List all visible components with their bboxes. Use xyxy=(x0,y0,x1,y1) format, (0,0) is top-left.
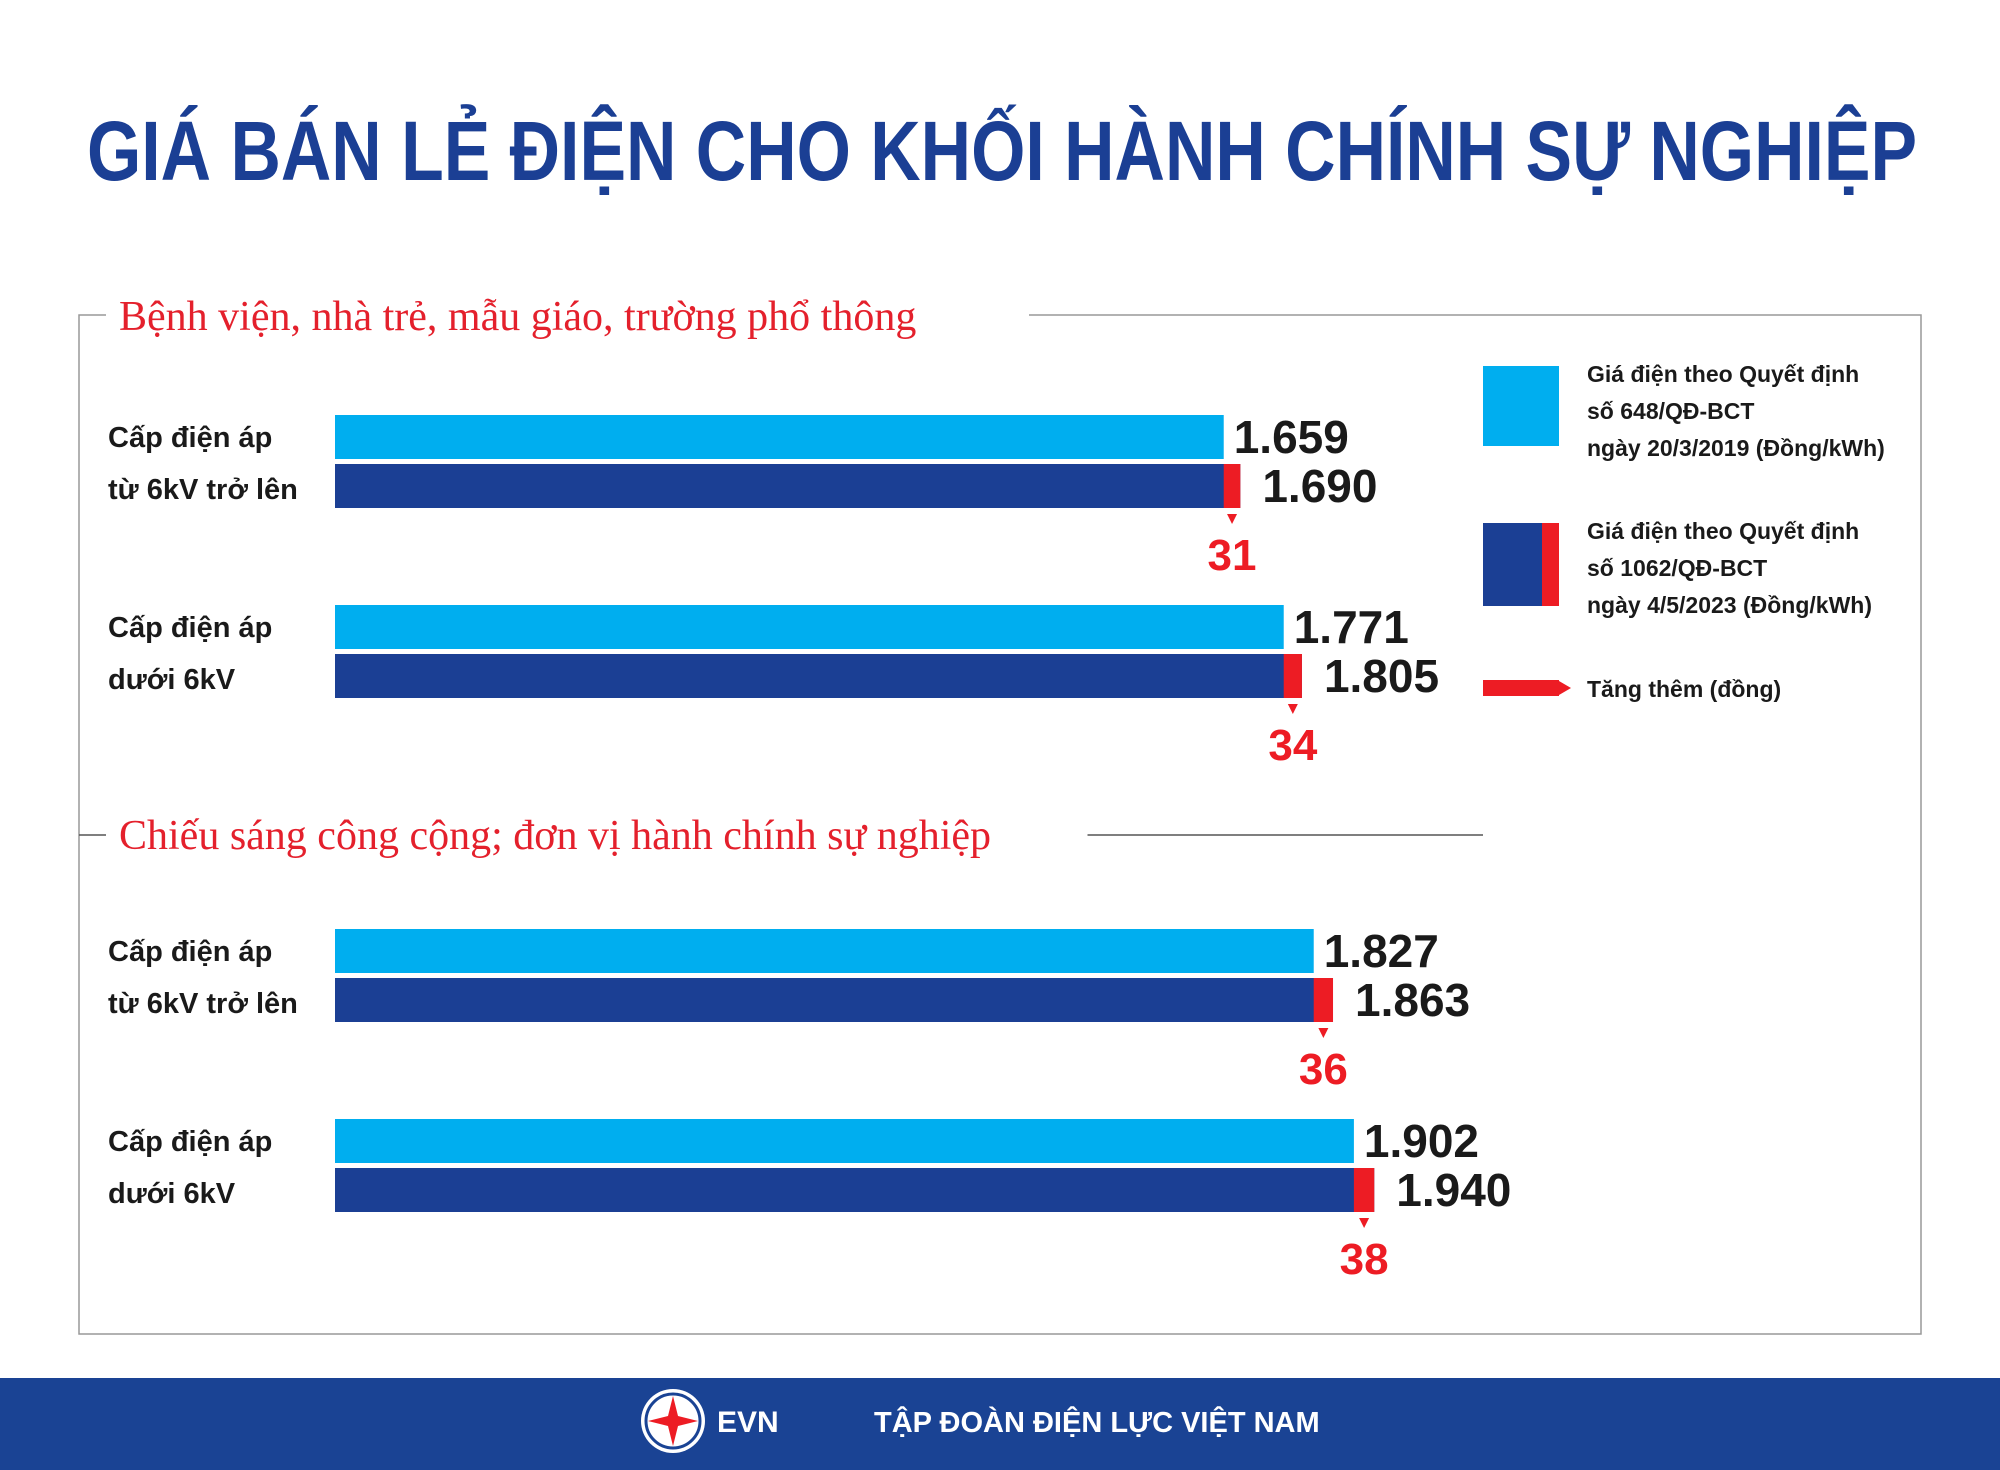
evn-logo xyxy=(641,1389,705,1453)
category-label: Cấp điện áp dưới 6kV xyxy=(108,1126,272,1210)
footer-logo-text: EVN xyxy=(717,1406,779,1439)
section-title: Chiếu sáng công cộng; đơn vị hành chính … xyxy=(119,813,991,859)
increase-label: 34 xyxy=(1268,721,1317,770)
increase-arrow xyxy=(1318,1028,1329,1038)
legend-arrow xyxy=(1559,681,1571,695)
value-label: 1.902 xyxy=(1364,1115,1479,1167)
legend-label: Giá điện theo Quyết định số 1062/QĐ-BCT ng… xyxy=(1587,518,1872,618)
logo-ring xyxy=(644,1392,702,1450)
increase-label: 36 xyxy=(1299,1045,1348,1094)
value-label: 1.940 xyxy=(1396,1164,1511,1216)
category-label: Cấp điện áp từ 6kV trở lên xyxy=(108,936,298,1020)
increase-label: 38 xyxy=(1340,1235,1389,1284)
bar-increase xyxy=(1313,978,1334,1022)
legend-swatch xyxy=(1483,680,1559,696)
category-label: Cấp điện áp dưới 6kV xyxy=(108,612,272,696)
value-label: 1.827 xyxy=(1324,925,1439,977)
bar-old xyxy=(335,415,1224,459)
section-title-bg xyxy=(106,286,1029,346)
increase-arrow xyxy=(1227,514,1238,524)
page-title: GIÁ BÁN LẺ ĐIỆN CHO KHỐI HÀNH CHÍNH SỰ N… xyxy=(87,104,1917,198)
increase-label: 31 xyxy=(1208,531,1257,580)
legend-label: Tăng thêm (đồng) xyxy=(1587,676,1781,702)
value-label: 1.771 xyxy=(1294,601,1409,653)
value-label: 1.805 xyxy=(1324,650,1439,702)
bar-increase xyxy=(1353,1168,1375,1212)
bar-new xyxy=(335,654,1302,698)
bar-increase xyxy=(1283,654,1302,698)
bar-old xyxy=(335,1119,1354,1163)
bar-new xyxy=(335,978,1334,1022)
footer-text: TẬP ĐOÀN ĐIỆN LỰC VIỆT NAM xyxy=(874,1405,1320,1439)
value-label: 1.659 xyxy=(1234,411,1349,463)
legend-swatch-increase xyxy=(1542,523,1559,606)
increase-arrow xyxy=(1359,1218,1370,1228)
bar-new xyxy=(335,464,1241,508)
footer-band xyxy=(0,1378,2000,1470)
category-label: Cấp điện áp từ 6kV trở lên xyxy=(108,422,298,506)
bar-increase xyxy=(1223,464,1241,508)
bar-old xyxy=(335,929,1314,973)
logo-star xyxy=(648,1396,698,1446)
section-title-bg xyxy=(106,805,1088,865)
value-label: 1.690 xyxy=(1262,460,1377,512)
legend-label: Giá điện theo Quyết định số 648/QĐ-BCT ngà… xyxy=(1587,361,1885,461)
bar-new xyxy=(335,1168,1375,1212)
increase-arrow xyxy=(1287,704,1298,714)
value-label: 1.863 xyxy=(1355,974,1470,1026)
section-title: Bệnh viện, nhà trẻ, mẫu giáo, trường phổ… xyxy=(119,294,916,340)
bar-old xyxy=(335,605,1284,649)
legend-swatch xyxy=(1483,366,1559,446)
